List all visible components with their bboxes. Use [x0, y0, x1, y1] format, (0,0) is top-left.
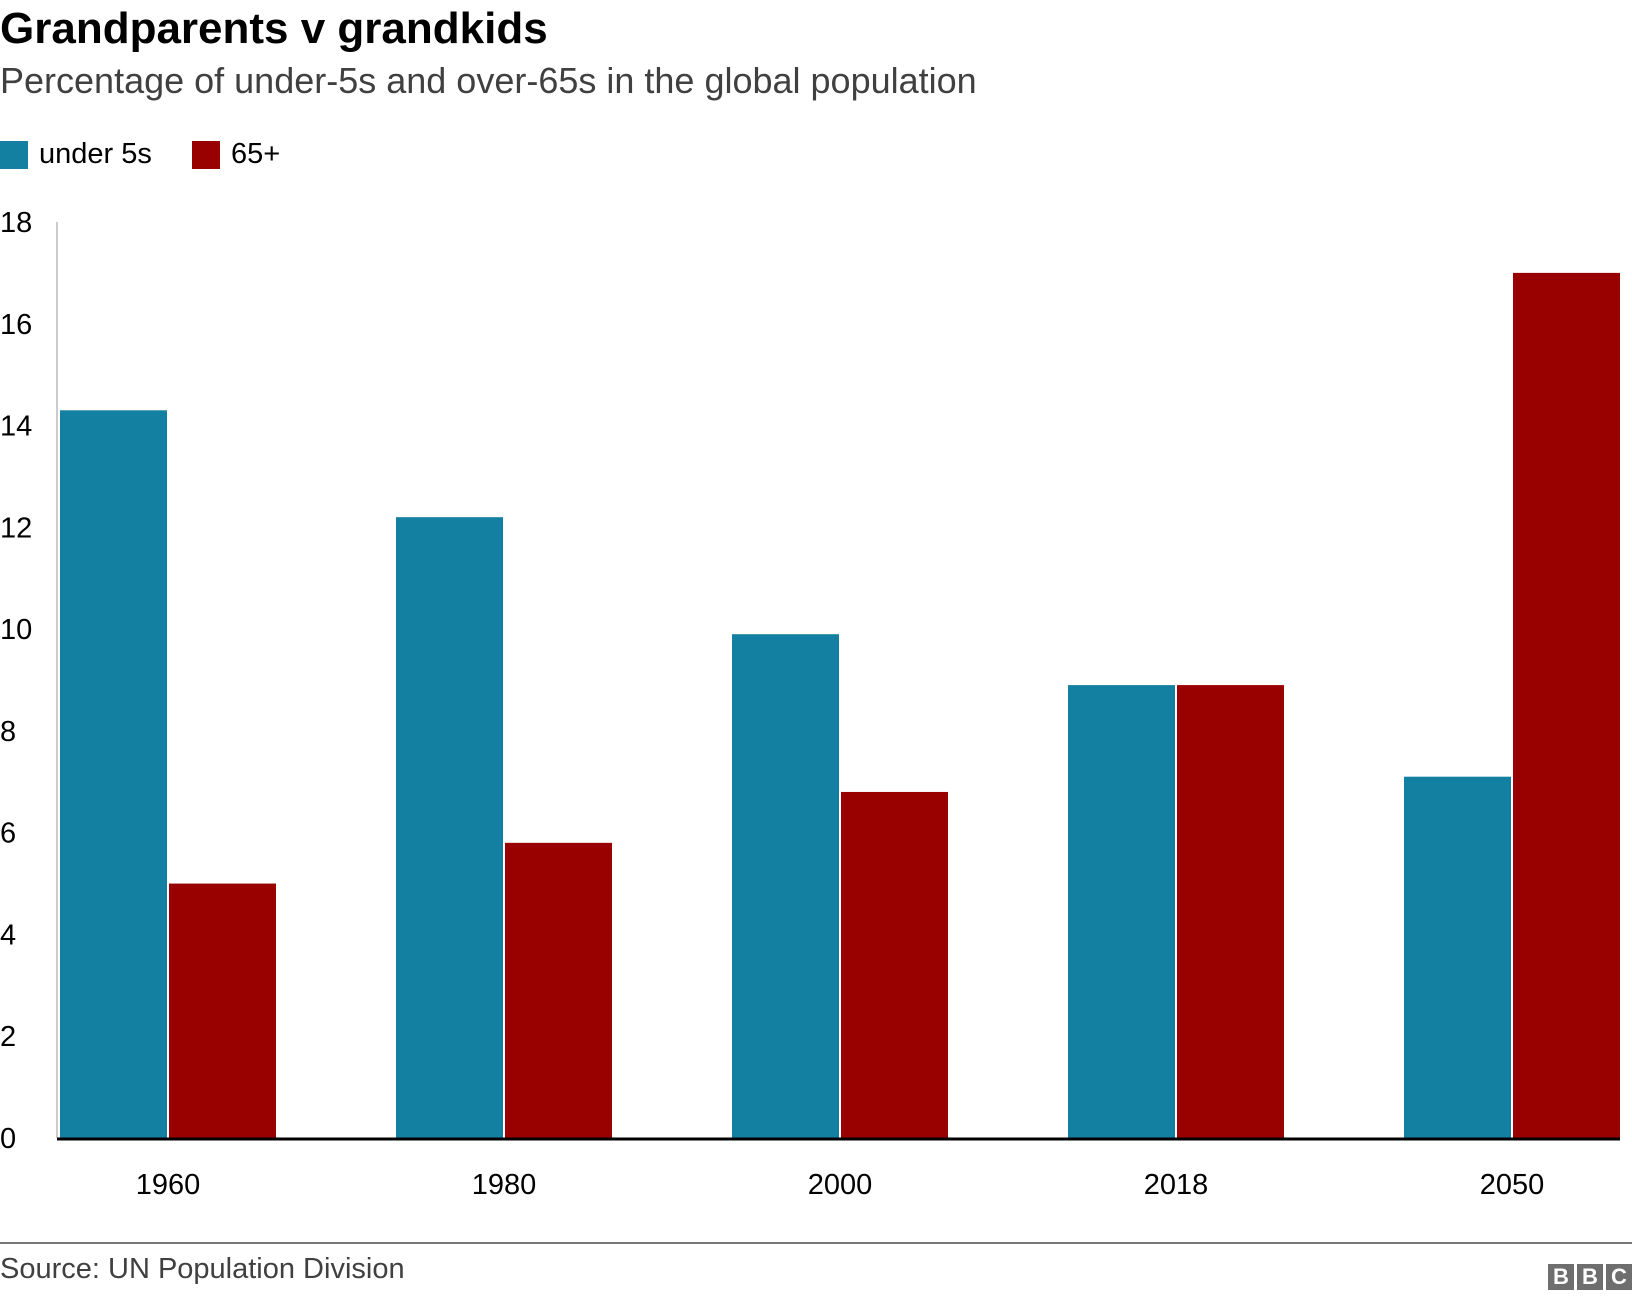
bar-65-plus-2000 — [841, 791, 948, 1138]
bar-under-5s-2000 — [732, 634, 839, 1138]
bar-65-plus-1960 — [169, 883, 276, 1138]
bar-65-plus-2018 — [1177, 685, 1284, 1138]
bar-65-plus-1980 — [505, 842, 612, 1138]
x-tick-label: 2050 — [1480, 1169, 1545, 1201]
chart-title: Grandparents v grandkids — [0, 4, 548, 53]
y-tick-label: 16 — [0, 309, 32, 341]
legend-label: under 5s — [39, 138, 152, 170]
bar-under-5s-1960 — [60, 410, 167, 1138]
y-tick-label: 0 — [0, 1123, 16, 1155]
source-note: Source: UN Population Division — [0, 1253, 405, 1285]
legend-item-65-plus: 65+ — [192, 138, 280, 171]
bar-65-plus-2050 — [1513, 272, 1620, 1138]
x-tick-label: 2018 — [1144, 1169, 1209, 1201]
legend-swatch — [192, 140, 220, 169]
y-tick-label: 10 — [0, 614, 32, 646]
chart-subtitle: Percentage of under-5s and over-65s in t… — [0, 60, 977, 101]
y-tick-label: 14 — [0, 411, 32, 443]
bar-under-5s-1980 — [396, 517, 503, 1138]
bar-under-5s-2018 — [1068, 685, 1175, 1138]
x-tick-label: 1960 — [136, 1169, 201, 1201]
y-tick-label: 6 — [0, 818, 16, 850]
x-tick-label: 1980 — [472, 1169, 537, 1201]
y-tick-label: 12 — [0, 512, 32, 544]
legend-item-under-5s: under 5s — [0, 138, 152, 171]
y-tick-label: 4 — [0, 919, 16, 951]
legend-swatch — [0, 140, 28, 169]
bar-under-5s-2050 — [1404, 776, 1511, 1138]
x-tick-label: 2000 — [808, 1169, 873, 1201]
legend-label: 65+ — [231, 138, 281, 170]
y-tick-label: 8 — [0, 716, 16, 748]
y-tick-label: 18 — [0, 207, 32, 239]
y-tick-label: 2 — [0, 1021, 16, 1053]
